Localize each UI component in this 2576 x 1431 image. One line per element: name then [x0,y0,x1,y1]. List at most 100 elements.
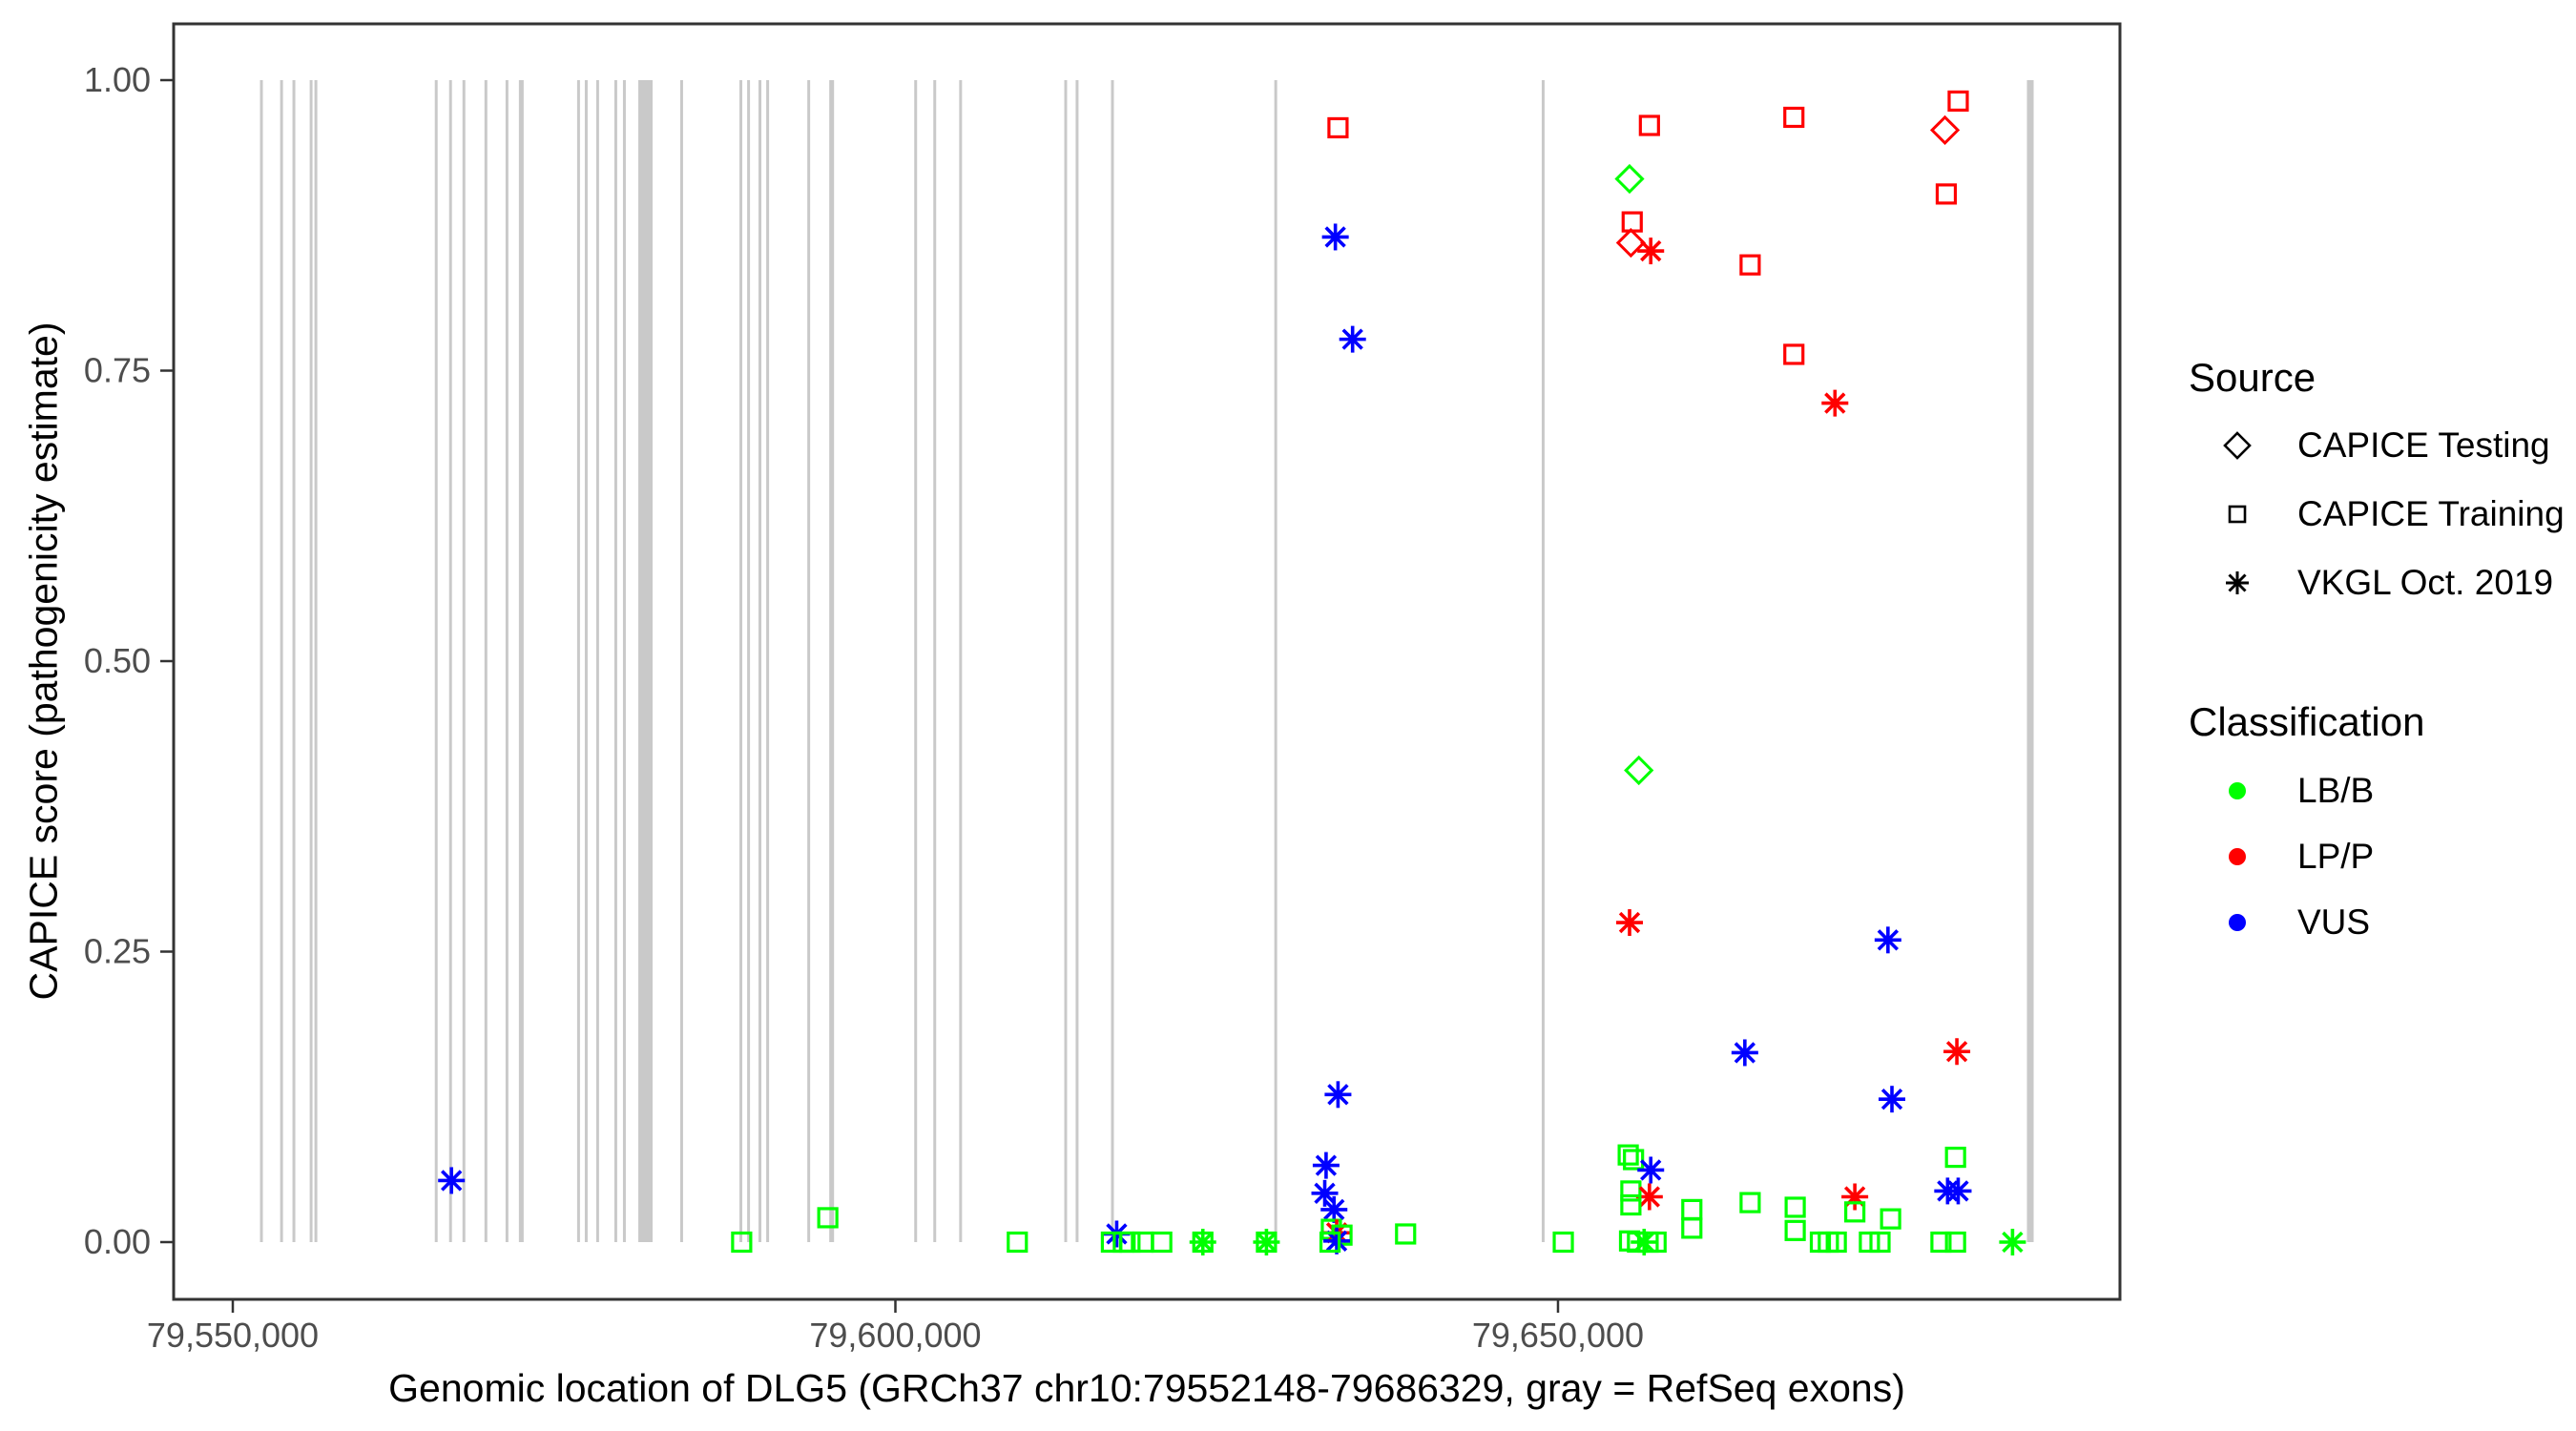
data-point [1784,1196,1806,1218]
data-point [731,1231,753,1254]
exon-band [584,80,588,1242]
data-point [1943,1038,1971,1066]
data-point [1637,238,1665,265]
exon-band [260,80,263,1242]
x-tick-label: 79,550,000 [147,1316,319,1355]
data-point [1615,227,1647,259]
data-point [1638,114,1660,136]
data-point [1859,1231,1880,1254]
data-point [1119,1231,1141,1254]
data-point [1324,1081,1352,1109]
exon-band [309,80,313,1242]
data-point [1189,1229,1216,1255]
data-point [1944,1231,1966,1254]
x-tick-label: 79,650,000 [1472,1316,1644,1355]
exon-band [758,80,762,1242]
exon-band [829,80,835,1242]
exon-band [576,80,580,1242]
data-point [1339,325,1366,353]
data-point [1614,163,1645,195]
data-point [1999,1229,2026,1255]
data-point [1617,1144,1639,1166]
exon-band [807,80,811,1242]
y-axis-title: CAPICE score (pathogenicity estimate) [21,321,66,1001]
data-point [1552,1231,1574,1254]
data-point [1327,116,1349,139]
data-point [1739,1192,1761,1213]
data-point [1615,909,1643,937]
data-point [1312,1151,1340,1179]
exon-band [914,80,918,1242]
data-point [1645,1231,1667,1254]
x-tick-label: 79,600,000 [809,1316,981,1355]
exon-band [1064,80,1068,1242]
data-point [1620,1180,1642,1202]
exon-band [434,80,438,1242]
data-point [1624,755,1654,786]
data-point [438,1167,466,1194]
data-point [1620,1193,1642,1216]
data-point [1151,1231,1173,1254]
data-point [1947,90,1969,113]
data-point [1879,1086,1906,1113]
exon-band [1075,80,1079,1242]
data-point [1784,1219,1806,1241]
data-point [817,1207,839,1229]
panel-border [172,22,2122,1301]
data-point [1944,1177,1972,1205]
data-point [1621,211,1643,233]
data-point [1731,1039,1758,1067]
y-tick-label: 0.00 [84,1222,151,1261]
exon-band [622,80,626,1242]
y-tick-label: 1.00 [84,60,151,99]
data-point [1844,1201,1866,1223]
exon-band [739,80,743,1242]
data-point [1821,389,1849,417]
exon-band [292,80,296,1242]
data-point [1944,1146,1966,1169]
exon-band [595,80,599,1242]
data-point [1253,1229,1280,1255]
exon-band [613,80,617,1242]
data-point [1395,1223,1417,1245]
data-point [1681,1217,1703,1239]
exon-band [959,80,963,1242]
data-point [1132,1231,1154,1254]
exon-band [679,80,683,1242]
exon-band [462,80,466,1242]
data-point [1681,1198,1703,1220]
data-point [1623,1149,1645,1171]
exon-band [933,80,937,1242]
data-point [1007,1231,1028,1254]
exon-band [448,80,452,1242]
exon-band [518,80,524,1242]
y-tick-label: 0.75 [84,351,151,390]
x-axis-title: Genomic location of DLG5 (GRCh37 chr10:7… [388,1366,1905,1410]
data-point [1783,106,1805,129]
exon-band [314,80,318,1242]
exon-band [1111,80,1114,1242]
exon-band [280,80,283,1242]
data-point [1825,1231,1847,1254]
exon-band [505,80,509,1242]
exon-band [1274,80,1278,1242]
data-point [1321,223,1349,251]
data-point [1637,1156,1665,1184]
data-point [1930,1231,1952,1254]
y-tick-label: 0.50 [84,641,151,680]
data-point [1739,254,1761,276]
data-point [1935,183,1958,205]
data-point [1874,926,1901,954]
exon-band [2026,80,2034,1242]
exon-band [1541,80,1545,1242]
data-point [1869,1231,1891,1254]
data-point [1880,1208,1901,1230]
exon-band [766,80,770,1242]
exon-band [484,80,488,1242]
y-tick-label: 0.25 [84,932,151,971]
data-point [1319,1231,1341,1254]
exon-band [638,80,654,1242]
exon-band [747,80,751,1242]
data-point [1783,343,1805,365]
